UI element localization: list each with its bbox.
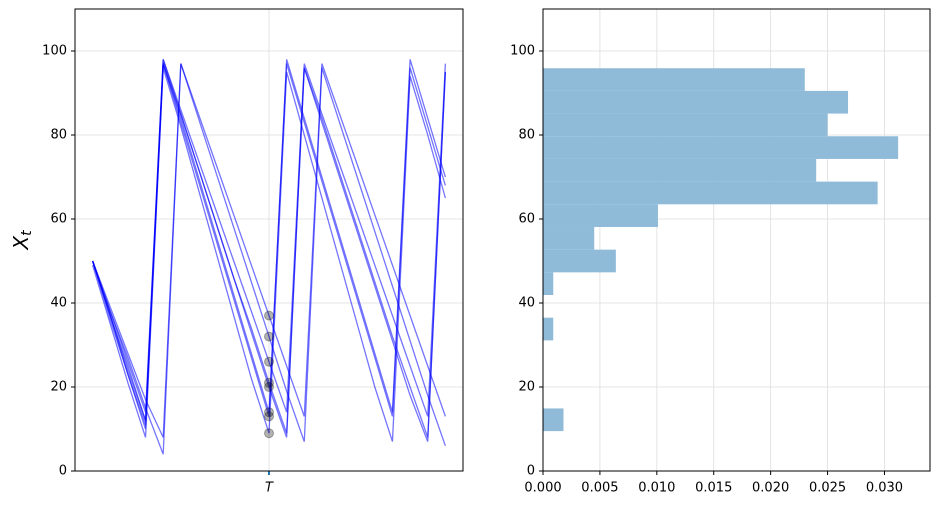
series-line <box>92 63 447 438</box>
series-line <box>92 63 446 438</box>
terminal-point <box>264 356 274 367</box>
histogram-bar <box>543 317 554 341</box>
x-tick-label: 0.015 <box>695 481 732 496</box>
y-tick-label: 80 <box>518 128 535 143</box>
histogram-bar <box>543 90 849 114</box>
terminal-point <box>264 382 274 392</box>
histogram-bar <box>543 113 828 137</box>
y-tick-label: 40 <box>518 296 535 311</box>
y-tick-label: 40 <box>50 296 67 311</box>
y-tick-label: 0 <box>59 464 67 479</box>
y-tick-label: 60 <box>518 212 535 227</box>
series-line <box>92 63 446 455</box>
y-tick-label: 0 <box>527 464 535 479</box>
x-tick-label: T <box>265 481 274 496</box>
histogram-bar <box>543 272 554 296</box>
terminal-point <box>264 310 274 321</box>
y-tick-label: 100 <box>42 44 67 59</box>
y-tick-label: 20 <box>518 380 535 395</box>
histogram-bar <box>543 181 878 205</box>
histogram-bar <box>543 408 564 432</box>
y-tick-label: 20 <box>50 380 67 395</box>
x-tick-label: 0.005 <box>581 481 618 496</box>
histogram-bar <box>543 68 805 91</box>
histogram-bar <box>543 204 658 227</box>
terminal-point <box>264 377 274 388</box>
y-label-main: X <box>9 235 33 251</box>
histogram-bar <box>543 226 595 250</box>
y-tick-label: 80 <box>50 128 67 143</box>
x-tick-label: 0.010 <box>638 481 675 496</box>
x-tick-label: 0.020 <box>752 481 789 496</box>
axes-frame <box>542 8 931 472</box>
y-tick-label: 60 <box>50 212 67 227</box>
y-axis-label: Xt <box>9 230 36 251</box>
y-label-sub: t <box>19 230 35 236</box>
histogram-bar <box>543 249 616 273</box>
terminal-point <box>264 407 274 418</box>
terminal-point <box>264 331 274 342</box>
axes-frame <box>74 8 464 472</box>
histogram-bar <box>543 136 899 159</box>
y-tick-label: 100 <box>510 44 535 59</box>
terminal-point <box>264 428 274 439</box>
histogram-bar <box>543 158 817 182</box>
x-tick-label: 0.000 <box>524 481 561 496</box>
x-tick-label: 0.025 <box>809 481 846 496</box>
terminal-point <box>264 411 274 422</box>
x-tick-label: 0.030 <box>866 481 903 496</box>
